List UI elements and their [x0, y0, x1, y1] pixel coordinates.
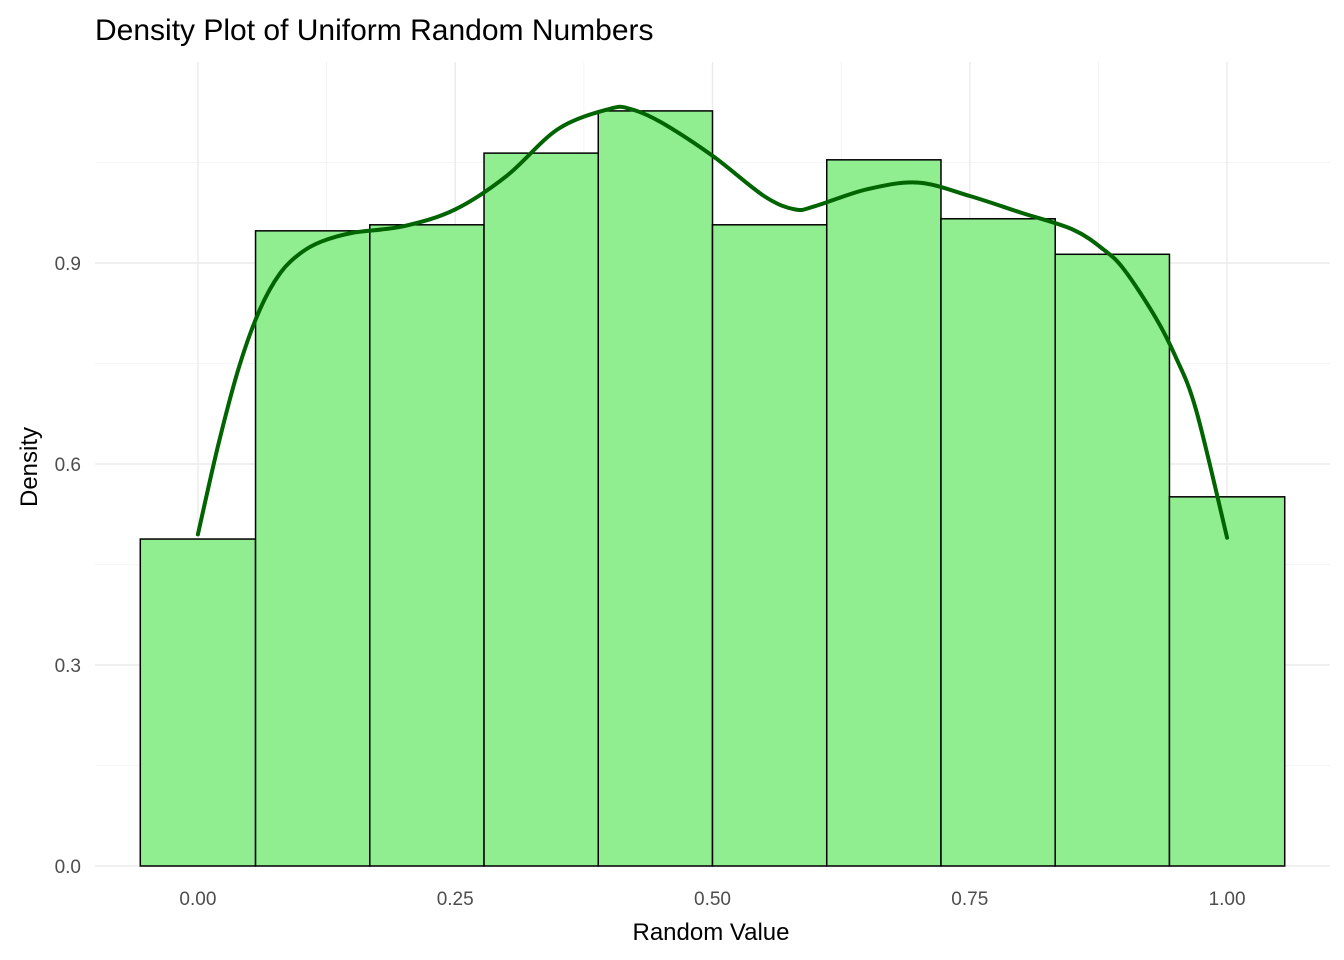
y-axis-ticks: 0.0 0.3 0.6 0.9: [55, 254, 81, 878]
histogram-bar-3: [369, 224, 485, 867]
y-axis-title: Density: [16, 427, 43, 507]
x-tick-label: 0.00: [179, 889, 216, 910]
histogram-bar-5: [597, 110, 714, 867]
x-axis-ticks: 0.00 0.25 0.50 0.75 1.00: [179, 889, 1245, 910]
density-curve: [195, 104, 1230, 540]
histogram-bar-6: [711, 224, 828, 867]
histogram-bar-4: [483, 152, 600, 867]
histogram-bar-2: [254, 230, 371, 867]
y-tick-label: 0.9: [55, 254, 81, 275]
x-tick-label: 0.50: [694, 889, 731, 910]
x-axis-title: Random Value: [633, 919, 790, 946]
x-tick-label: 1.00: [1209, 889, 1246, 910]
x-tick-label: 0.25: [437, 889, 474, 910]
y-tick-label: 0.6: [55, 455, 81, 476]
y-tick-label: 0.3: [55, 656, 81, 677]
histogram-bars: [139, 110, 1286, 867]
chart-title: Density Plot of Uniform Random Numbers: [95, 14, 654, 47]
x-tick-label: 0.75: [951, 889, 988, 910]
histogram-bar-1: [139, 538, 257, 867]
histogram-bar-7: [825, 159, 942, 867]
density-curve-layer: [195, 104, 1230, 540]
histogram-bar-8: [940, 218, 1056, 867]
histogram-bar-10: [1168, 496, 1286, 867]
y-tick-label: 0.0: [55, 857, 81, 878]
histogram-bar-9: [1054, 253, 1171, 867]
